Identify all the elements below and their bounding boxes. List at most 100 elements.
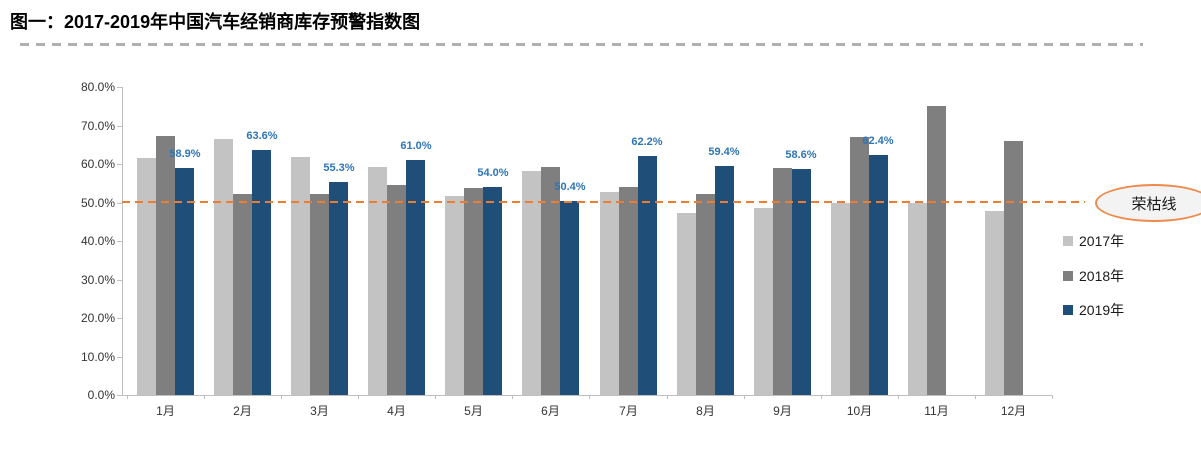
y-tick-label: 0.0% — [87, 388, 115, 402]
x-axis-tick — [512, 395, 513, 399]
benchmark-dashed-line — [122, 201, 1085, 203]
data-label-2019-7: 62.2% — [631, 136, 663, 148]
x-axis-line — [122, 395, 1052, 396]
x-tick-label: 4月 — [387, 404, 406, 418]
data-label-2019-1: 58.9% — [169, 148, 201, 160]
benchmark-callout: 荣枯线 — [1095, 184, 1201, 222]
bar-2017-11 — [908, 203, 927, 395]
x-tick-label: 7月 — [619, 404, 638, 418]
y-axis-tick — [117, 280, 122, 281]
figure-title: 图一：2017-2019年中国汽车经销商库存预警指数图 — [10, 12, 421, 32]
data-label-2019-9: 58.6% — [785, 149, 817, 161]
legend-item-2017: 2017年 — [1063, 231, 1124, 251]
y-tick-label: 50.0% — [80, 196, 115, 210]
bar-2017-2 — [214, 139, 233, 395]
bar-2017-10 — [831, 203, 850, 395]
bar-2017-12 — [985, 211, 1004, 395]
x-tick-label: 6月 — [541, 404, 560, 418]
x-tick-label: 8月 — [696, 404, 715, 418]
x-axis-tick — [281, 395, 282, 399]
y-axis-tick — [117, 126, 122, 127]
bar-2019-5 — [483, 187, 502, 395]
x-tick-label: 11月 — [924, 404, 949, 418]
bar-2018-1 — [156, 136, 175, 395]
bar-2018-5 — [464, 188, 483, 395]
x-axis-tick — [821, 395, 822, 399]
legend-swatch-2017 — [1063, 236, 1073, 246]
legend-swatch-2018 — [1063, 271, 1073, 281]
bar-2017-4 — [368, 167, 387, 395]
bar-2017-7 — [600, 192, 619, 395]
bar-2018-3 — [310, 194, 329, 395]
bar-2017-9 — [754, 208, 773, 395]
data-label-2019-2: 63.6% — [246, 130, 278, 142]
x-tick-label: 3月 — [310, 404, 329, 418]
y-axis-tick — [117, 241, 122, 242]
legend-item-2018: 2018年 — [1063, 266, 1124, 286]
bar-2018-11 — [927, 106, 946, 395]
bar-2017-5 — [445, 196, 464, 395]
y-tick-label: 80.0% — [80, 80, 115, 94]
legend-label-2017: 2017年 — [1079, 233, 1125, 249]
x-tick-label: 12月 — [1000, 404, 1027, 418]
legend-swatch-2019 — [1063, 305, 1073, 315]
bar-2019-6 — [560, 201, 579, 395]
bar-2018-6 — [541, 167, 560, 395]
bar-2019-10 — [869, 155, 888, 395]
bar-2018-7 — [619, 187, 638, 395]
x-axis-tick — [435, 395, 436, 399]
x-tick-label: 10月 — [846, 404, 873, 418]
x-axis-tick — [204, 395, 205, 399]
bar-2017-8 — [677, 213, 696, 395]
bar-2018-10 — [850, 137, 869, 395]
x-axis-tick — [589, 395, 590, 399]
x-axis-tick — [1052, 395, 1053, 399]
bar-2018-2 — [233, 194, 252, 395]
legend-label-2019: 2019年 — [1079, 302, 1125, 318]
bar-2017-3 — [291, 157, 310, 395]
y-tick-label: 30.0% — [80, 273, 115, 287]
y-tick-label: 70.0% — [80, 119, 115, 133]
data-label-2019-4: 61.0% — [400, 140, 432, 152]
bar-2017-6 — [522, 171, 541, 395]
y-tick-label: 20.0% — [80, 311, 115, 325]
y-axis-tick — [117, 395, 122, 396]
x-axis-tick — [898, 395, 899, 399]
bar-2018-12 — [1004, 141, 1023, 395]
bar-2019-2 — [252, 150, 271, 395]
bar-2019-3 — [329, 182, 348, 395]
title-divider — [20, 43, 1143, 46]
benchmark-label: 荣枯线 — [1131, 195, 1177, 213]
bar-2019-8 — [715, 166, 734, 395]
x-tick-label: 1月 — [156, 404, 175, 418]
x-tick-label: 9月 — [773, 404, 792, 418]
y-axis-tick — [117, 87, 122, 88]
bar-2019-4 — [406, 160, 425, 395]
y-tick-label: 10.0% — [80, 350, 115, 364]
bar-2018-4 — [387, 185, 406, 395]
data-label-2019-6: 50.4% — [554, 181, 586, 193]
bar-2019-9 — [792, 169, 811, 395]
y-tick-label: 40.0% — [80, 234, 115, 248]
data-label-2019-8: 59.4% — [708, 146, 740, 158]
bar-2019-7 — [638, 156, 657, 395]
x-tick-label: 2月 — [233, 404, 252, 418]
bar-2019-1 — [175, 168, 194, 395]
x-axis-tick — [744, 395, 745, 399]
y-axis-line — [122, 87, 123, 396]
x-axis-tick — [667, 395, 668, 399]
bar-2018-8 — [696, 194, 715, 395]
data-label-2019-3: 55.3% — [323, 162, 355, 174]
x-axis-tick — [975, 395, 976, 399]
y-axis-tick — [117, 318, 122, 319]
legend-item-2019: 2019年 — [1063, 300, 1124, 320]
bar-2018-9 — [773, 168, 792, 395]
x-tick-label: 5月 — [464, 404, 483, 418]
y-axis-tick — [117, 357, 122, 358]
x-axis-tick — [358, 395, 359, 399]
data-label-2019-5: 54.0% — [477, 167, 509, 179]
bar-2017-1 — [137, 158, 156, 395]
legend-label-2018: 2018年 — [1079, 268, 1125, 284]
y-axis-tick — [117, 203, 122, 204]
y-tick-label: 60.0% — [80, 157, 115, 171]
